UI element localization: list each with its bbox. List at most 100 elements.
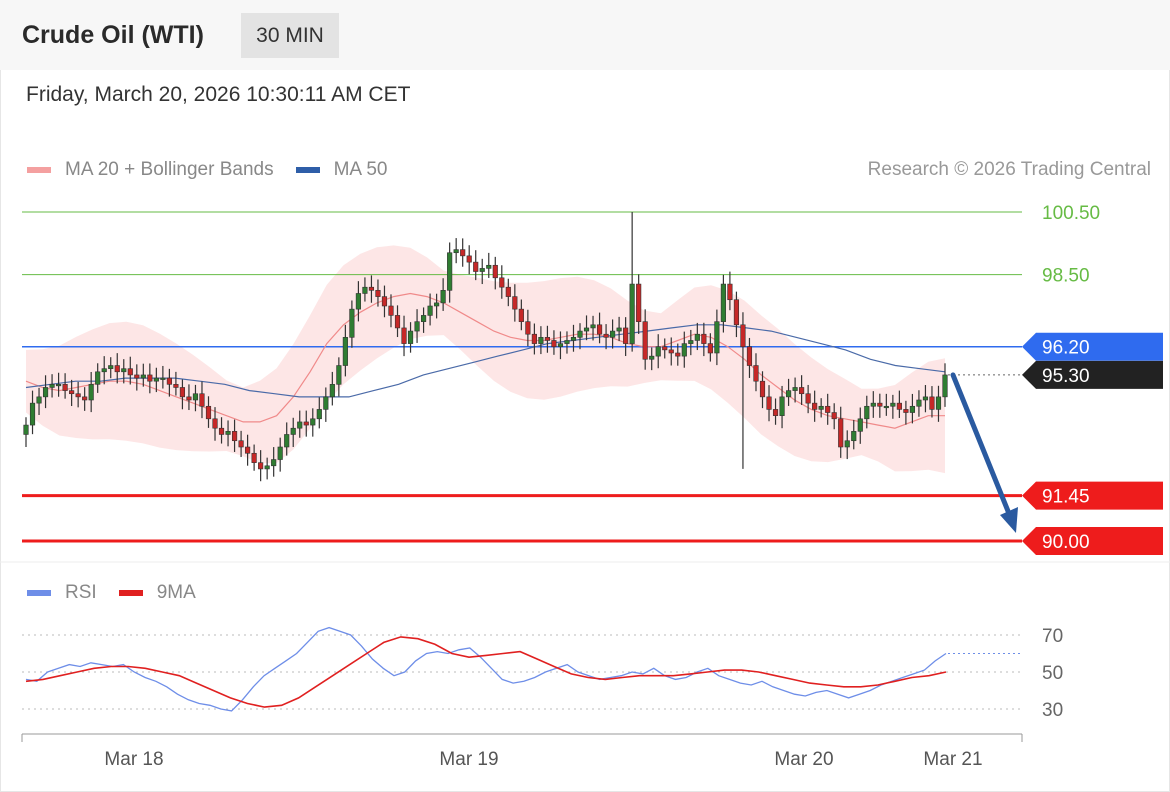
candle-down	[668, 349, 674, 354]
candle-down	[62, 384, 68, 391]
legend-item-rsi: RSI	[27, 582, 97, 604]
candle-up	[56, 384, 62, 387]
candle-down	[258, 462, 264, 470]
candle-up	[329, 384, 335, 398]
candle-down	[394, 315, 401, 329]
rsi-ma9-line	[25, 636, 947, 708]
candle-down	[388, 305, 394, 316]
candle-down	[603, 333, 609, 338]
x-tick-label: Mar 19	[439, 749, 498, 770]
candle-down	[238, 440, 244, 448]
candle-up	[447, 252, 453, 291]
header-bar: Crude Oil (WTI) 30 MIN	[0, 0, 1170, 70]
candle-down	[544, 337, 550, 341]
candle-down	[147, 374, 153, 382]
candle-down	[636, 283, 642, 322]
candle-up	[909, 405, 915, 413]
candle-up	[323, 396, 329, 410]
candle-up	[297, 421, 303, 429]
candle-down	[662, 346, 668, 351]
candle-up	[629, 283, 635, 344]
candle-down	[505, 286, 511, 297]
resistance-label: 98.50	[1042, 266, 1090, 287]
ma9-label: 9MA	[156, 582, 196, 603]
candle-down	[69, 390, 75, 395]
candle-down	[166, 377, 172, 385]
support-tag	[1022, 481, 1163, 510]
candle-up	[140, 374, 146, 379]
legend-item-9ma: 9MA	[118, 582, 196, 604]
rsi-tick-label: 30	[1042, 700, 1063, 721]
candle-down	[596, 324, 603, 335]
candle-down	[518, 308, 524, 322]
rsi-tick-label: 50	[1042, 663, 1063, 684]
candle-down	[838, 418, 844, 448]
candle-up	[857, 418, 863, 432]
candle-up	[342, 337, 348, 366]
candle-up	[427, 305, 433, 316]
candle-down	[896, 402, 902, 410]
candle-up	[42, 387, 49, 398]
candle-up	[284, 434, 290, 448]
candle-up	[870, 402, 876, 407]
candle-up	[479, 268, 485, 272]
candle-down	[186, 396, 192, 401]
ma50-label: MA 50	[333, 159, 388, 180]
candle-down	[473, 261, 479, 272]
candle-down	[381, 296, 388, 307]
rsi-swatch	[27, 590, 51, 596]
candle-up	[101, 368, 107, 373]
candle-up	[277, 446, 283, 460]
support-label: 91.45	[1042, 487, 1090, 508]
candle-down	[707, 343, 713, 354]
candle-up	[864, 405, 870, 420]
resistance-label: 100.50	[1042, 203, 1100, 224]
candle-down	[746, 346, 753, 366]
candle-up	[440, 290, 446, 304]
candle-up	[649, 355, 655, 360]
candle-down	[245, 446, 251, 454]
candle-down	[877, 402, 883, 407]
candle-up	[23, 424, 29, 435]
candle-down	[218, 427, 225, 435]
candle-up	[557, 343, 564, 348]
candle-down	[733, 299, 740, 326]
candle-down	[551, 340, 557, 348]
candle-down	[134, 374, 140, 379]
candle-down	[512, 296, 518, 310]
candle-up	[336, 365, 342, 385]
support-tag	[1022, 527, 1163, 555]
candle-up	[290, 427, 296, 435]
candle-up	[538, 337, 544, 344]
interval-button[interactable]: 30 MIN	[241, 13, 339, 58]
candle-up	[453, 249, 459, 254]
ma50-line	[25, 324, 946, 398]
candle-down	[805, 393, 811, 404]
candle-down	[492, 264, 498, 279]
candle-down	[82, 396, 88, 401]
bollinger-swatch	[27, 167, 51, 173]
candle-up	[883, 405, 889, 409]
candle-up	[310, 418, 316, 426]
candle-down	[75, 393, 81, 398]
rsi-label: RSI	[65, 582, 97, 603]
candle-down	[531, 333, 537, 344]
candle-down	[401, 327, 407, 344]
pivot-label: 96.20	[1042, 338, 1090, 359]
candle-down	[701, 333, 707, 344]
candle-up	[785, 390, 792, 398]
legend-item-ma50: MA 50	[295, 159, 388, 181]
candle-down	[740, 324, 746, 348]
candle-up	[714, 321, 720, 354]
candle-down	[231, 431, 238, 442]
candle-up	[922, 396, 929, 401]
candle-down	[772, 409, 779, 416]
candle-down	[831, 412, 837, 420]
copyright-text: Research © 2026 Trading Central	[867, 159, 1151, 180]
candle-down	[903, 409, 909, 413]
datetime-label: Friday, March 20, 2026 10:30:11 AM CET	[26, 83, 411, 106]
candle-up	[577, 330, 583, 338]
candle-up	[160, 377, 166, 380]
candle-up	[121, 368, 127, 373]
